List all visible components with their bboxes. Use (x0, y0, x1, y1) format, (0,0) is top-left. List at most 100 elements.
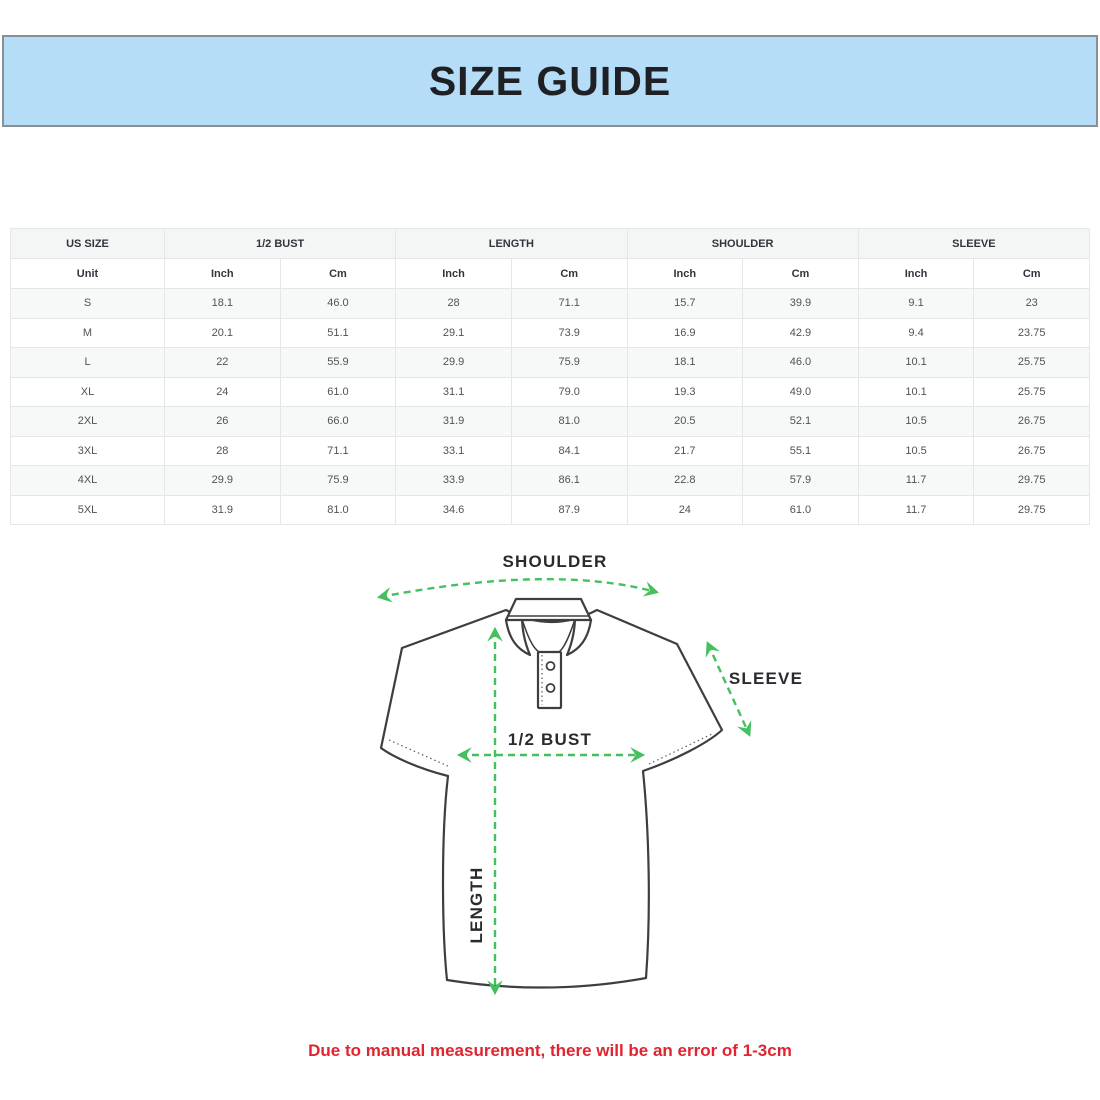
size-label-cell: 4XL (10, 465, 165, 496)
bust-label: 1/2 BUST (508, 730, 592, 749)
table-row: M 20.1 51.1 29.1 73.9 16.9 42.9 9.4 23.75 (10, 317, 1090, 348)
measurement-cell: 10.1 (857, 376, 975, 407)
measurement-cell: 87.9 (510, 494, 628, 525)
shoulder-arrow (376, 577, 660, 603)
measurement-cell: 20.5 (626, 406, 744, 437)
table-row: 5XL 31.9 81.0 34.6 87.9 24 61.0 11.7 29.75 (10, 494, 1090, 525)
measurement-cell: 46.0 (742, 347, 859, 378)
measurement-cell: 22.8 (626, 465, 744, 496)
measurement-cell: 61.0 (279, 376, 397, 407)
unit-header: Unit (10, 258, 165, 289)
measurement-cell: 39.9 (742, 288, 859, 319)
measurement-cell: 16.9 (626, 317, 744, 348)
measurement-cell: 29.9 (164, 465, 281, 496)
size-label-cell: S (10, 288, 165, 319)
size-label-cell: 3XL (10, 435, 165, 466)
polo-shirt-drawing (379, 597, 724, 989)
size-label-cell: 5XL (10, 494, 165, 525)
measurement-cell: 9.4 (857, 317, 975, 348)
measurement-cell: 73.9 (510, 317, 628, 348)
size-label-cell: L (10, 347, 165, 378)
sleeve-arrow (705, 641, 752, 737)
column-group-header: LENGTH (395, 228, 628, 259)
measurement-cell: 11.7 (857, 494, 975, 525)
unit-header: Cm (510, 258, 628, 289)
length-label: LENGTH (467, 866, 486, 943)
measurement-cell: 57.9 (742, 465, 859, 496)
measurement-cell: 25.75 (973, 347, 1090, 378)
unit-header: Cm (973, 258, 1090, 289)
measurement-cell: 29.75 (973, 465, 1090, 496)
size-guide-banner: SIZE GUIDE (2, 35, 1098, 127)
measurement-cell: 29.1 (395, 317, 512, 348)
unit-header: Inch (857, 258, 975, 289)
measurement-cell: 25.75 (973, 376, 1090, 407)
size-table-body: S 18.1 46.0 28 71.1 15.7 39.9 9.1 23 M 20.1 51.1 29.… (10, 288, 1090, 525)
measurement-cell: 28 (395, 288, 512, 319)
measurement-cell: 18.1 (626, 347, 744, 378)
measurement-cell: 31.1 (395, 376, 512, 407)
measurement-cell: 18.1 (164, 288, 281, 319)
size-label-cell: XL (10, 376, 165, 407)
measurement-cell: 86.1 (510, 465, 628, 496)
measurement-cell: 75.9 (279, 465, 397, 496)
measurement-cell: 31.9 (164, 494, 281, 525)
table-row: L 22 55.9 29.9 75.9 18.1 46.0 10.1 25.75 (10, 347, 1090, 378)
measurement-cell: 22 (164, 347, 281, 378)
measurement-cell: 21.7 (626, 435, 744, 466)
measurement-cell: 75.9 (510, 347, 628, 378)
measurement-cell: 9.1 (857, 288, 975, 319)
column-group-header: US SIZE (10, 228, 165, 259)
measurement-cell: 34.6 (395, 494, 512, 525)
unit-header: Cm (279, 258, 397, 289)
measurement-cell: 33.1 (395, 435, 512, 466)
measurement-cell: 55.9 (279, 347, 397, 378)
measurement-cell: 19.3 (626, 376, 744, 407)
measurement-cell: 66.0 (279, 406, 397, 437)
measurement-cell: 10.1 (857, 347, 975, 378)
shirt-measurement-diagram: SHOULDER SLEEVE 1/2 BUST LENGTH (376, 552, 803, 996)
unit-header: Inch (395, 258, 512, 289)
measurement-cell: 20.1 (164, 317, 281, 348)
measurement-cell: 23.75 (973, 317, 1090, 348)
measurement-cell: 81.0 (279, 494, 397, 525)
table-group-header-row: US SIZE 1/2 BUST LENGTH SHOULDER SLEEVE (10, 228, 1091, 259)
measurement-cell: 51.1 (279, 317, 397, 348)
column-group-header: 1/2 BUST (163, 228, 397, 259)
table-row: 2XL 26 66.0 31.9 81.0 20.5 52.1 10.5 26.75 (10, 406, 1090, 437)
column-group-header: SLEEVE (857, 228, 1091, 259)
measurement-cell: 10.5 (857, 435, 975, 466)
page-title: SIZE GUIDE (428, 57, 672, 104)
measurement-cell: 55.1 (742, 435, 859, 466)
measurement-cell: 24 (164, 376, 281, 407)
table-row: XL 24 61.0 31.1 79.0 19.3 49.0 10.1 25.75 (10, 376, 1090, 407)
measurement-cell: 71.1 (279, 435, 397, 466)
measurement-cell: 42.9 (742, 317, 859, 348)
measurement-cell: 26.75 (973, 406, 1090, 437)
shoulder-label: SHOULDER (503, 552, 608, 571)
size-table: US SIZE 1/2 BUST LENGTH SHOULDER SLEEVE Unit… (10, 228, 1091, 525)
measurement-error-note: Due to manual measurement, there will be… (308, 1041, 792, 1060)
measurement-cell: 24 (626, 494, 744, 525)
measurement-cell: 28 (164, 435, 281, 466)
measurement-cell: 52.1 (742, 406, 859, 437)
unit-header: Cm (742, 258, 859, 289)
size-label-cell: 2XL (10, 406, 165, 437)
measurement-cell: 49.0 (742, 376, 859, 407)
measurement-cell: 15.7 (626, 288, 744, 319)
measurement-cell: 84.1 (510, 435, 628, 466)
table-row: S 18.1 46.0 28 71.1 15.7 39.9 9.1 23 (10, 288, 1090, 319)
measurement-cell: 71.1 (510, 288, 628, 319)
measurement-cell: 29.9 (395, 347, 512, 378)
measurement-cell: 26 (164, 406, 281, 437)
sleeve-label: SLEEVE (729, 669, 803, 688)
measurement-cell: 61.0 (742, 494, 859, 525)
unit-header: Inch (626, 258, 744, 289)
measurement-cell: 23 (973, 288, 1090, 319)
measurement-cell: 29.75 (973, 494, 1090, 525)
measurement-cell: 81.0 (510, 406, 628, 437)
column-group-header: SHOULDER (626, 228, 859, 259)
table-row: 4XL 29.9 75.9 33.9 86.1 22.8 57.9 11.7 29.75 (10, 465, 1090, 496)
table-row: 3XL 28 71.1 33.1 84.1 21.7 55.1 10.5 26.75 (10, 435, 1090, 466)
